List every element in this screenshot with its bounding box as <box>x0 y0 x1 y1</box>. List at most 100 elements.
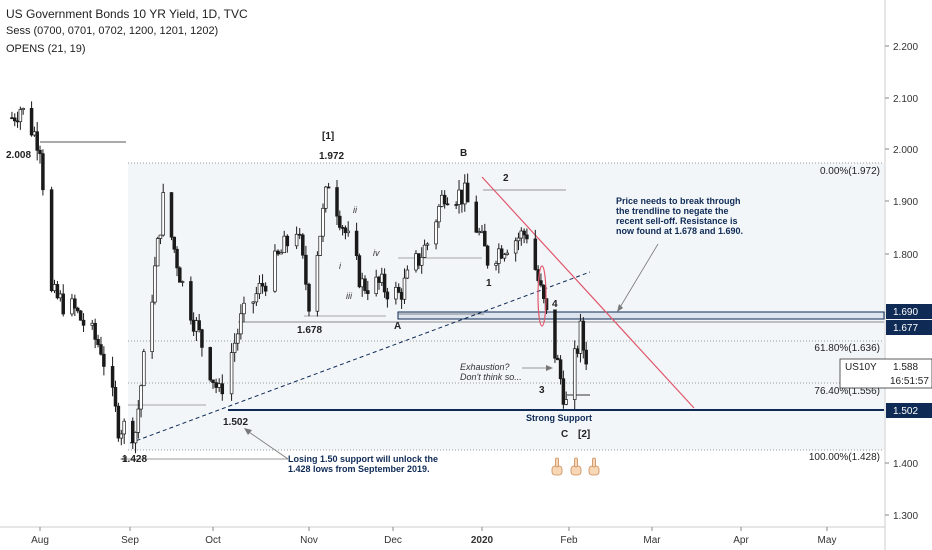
opens-indicator[interactable]: OPENS (21, 19) <box>6 43 86 55</box>
label-wave3: 3 <box>539 385 545 396</box>
candle-down <box>454 204 458 206</box>
candle-up <box>422 244 427 258</box>
candle-down <box>189 281 193 321</box>
candle-down <box>169 192 174 238</box>
time-tick-label: 2020 <box>471 535 494 546</box>
candle-up <box>273 250 277 292</box>
time-tick-label: Sep <box>121 535 139 546</box>
note-exh-arrowhead <box>546 365 553 371</box>
candle-down <box>200 329 204 348</box>
candle-down <box>307 283 311 312</box>
pointing-hand-icon-2 <box>570 457 582 476</box>
note-lose-arrowhead-a <box>120 456 127 462</box>
label-wave1: 1 <box>486 278 492 289</box>
candle-down <box>214 382 218 388</box>
note-trend-2: the trendline to negate the <box>616 206 729 216</box>
candle-down <box>10 117 14 120</box>
last-price: 1.588 <box>893 362 918 373</box>
label-c: C <box>561 429 568 440</box>
candle-down <box>96 339 100 345</box>
candle-down <box>102 353 106 367</box>
note-trend-4: now found at 1.678 and 1.690. <box>616 226 743 236</box>
candle-down <box>208 347 212 381</box>
price-tick-label: 1.900 <box>893 197 918 208</box>
label-wave1-bracket: [1] <box>322 131 334 142</box>
candle-down <box>561 378 566 405</box>
candle-down <box>304 254 308 285</box>
candle-down <box>116 405 121 439</box>
candle-up <box>217 383 221 388</box>
candle-down <box>93 322 97 340</box>
candle-down <box>285 235 290 247</box>
candle-down <box>335 187 339 217</box>
candle-down <box>55 284 60 299</box>
candle-down <box>485 245 490 266</box>
candle-up <box>180 281 185 283</box>
candle-down <box>399 291 404 300</box>
candle-down <box>131 420 135 444</box>
candle-up <box>360 278 364 288</box>
candle-down <box>75 307 80 312</box>
candle-up <box>402 277 407 300</box>
symbol-label: US10Y <box>845 362 877 373</box>
candle-up <box>133 432 138 444</box>
candle-up <box>519 230 524 239</box>
candle-up <box>142 351 146 387</box>
candle-up <box>232 342 237 353</box>
candle-down <box>35 131 39 151</box>
chart-title[interactable]: US Government Bonds 10 YR Yield, 1D, TVC <box>6 7 248 21</box>
label-a: A <box>394 321 401 332</box>
candle-down <box>220 383 225 395</box>
rising-trendline[interactable] <box>129 271 591 444</box>
note-exh-1: Exhaustion? <box>460 362 510 372</box>
candle-down <box>340 227 345 229</box>
fib-band <box>128 163 884 450</box>
sessions-indicator[interactable]: Sess (0700, 0701, 0702, 1200, 1201, 1202… <box>6 25 219 37</box>
candle-down <box>29 108 34 136</box>
candles-group <box>10 101 588 454</box>
candle-down <box>525 234 529 240</box>
candle-down <box>175 248 179 269</box>
candle-down <box>197 320 201 331</box>
candle-down <box>522 230 526 236</box>
candle-down <box>465 182 470 203</box>
candle-down <box>499 248 504 259</box>
fib-label-764: 76.40%(1.556) <box>814 386 880 397</box>
candle-up <box>119 433 124 439</box>
candle-up <box>318 235 322 256</box>
time-axis[interactable]: Aug Sep Oct Nov Dec 2020 Feb Mar Apr May <box>31 527 836 546</box>
candle-up <box>161 192 165 236</box>
time-tick-label: Dec <box>384 535 402 546</box>
badge-1677: 1.677 <box>893 323 918 334</box>
candle-up <box>70 298 74 315</box>
candle-down <box>73 298 77 309</box>
candle-down <box>12 117 17 122</box>
candle-up <box>434 221 438 245</box>
candle-up <box>251 301 256 304</box>
candle-up <box>257 283 262 295</box>
candle-down <box>363 278 367 291</box>
candle-up <box>513 240 518 254</box>
candle-down <box>191 319 196 332</box>
candle-up <box>294 233 299 247</box>
candle-down <box>575 348 580 354</box>
highlight-ellipse <box>537 265 547 327</box>
candle-up <box>321 207 325 237</box>
candle-up <box>315 255 320 312</box>
candle-up <box>440 194 444 207</box>
candle-down <box>460 189 464 205</box>
price-axis[interactable]: 2.200 2.100 2.000 1.900 1.800 1.400 1.30… <box>885 42 918 522</box>
candle-down <box>533 238 538 270</box>
falling-trendline[interactable] <box>481 176 695 409</box>
label-wave2-bracket: [2] <box>578 429 590 440</box>
note-lose-2: 1.428 lows from September 2019. <box>288 464 430 474</box>
time-tick-label: Feb <box>560 535 578 546</box>
candle-up <box>153 265 157 303</box>
candle-up <box>425 243 430 246</box>
candle-up <box>477 231 481 234</box>
candle-down <box>343 227 348 234</box>
pointing-hand-icon-3 <box>588 457 600 476</box>
candle-down <box>172 236 177 250</box>
candle-up <box>564 399 568 405</box>
